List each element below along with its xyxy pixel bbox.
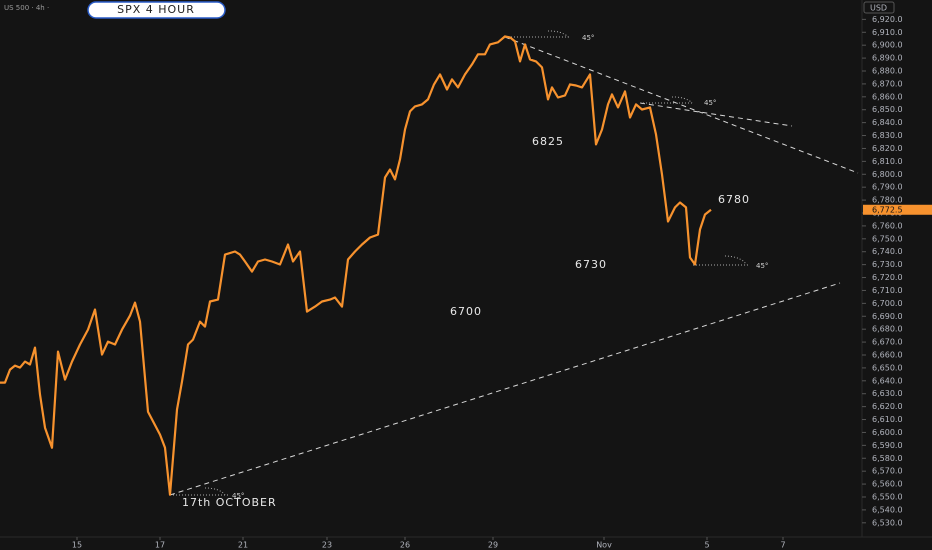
angle-label: 45°: [756, 262, 768, 270]
last-price-label: 6,772.5: [872, 205, 903, 214]
annotation: 6700: [450, 305, 482, 318]
y-tick-label: 6,550.0: [872, 492, 903, 501]
y-tick-label: 6,800.0: [872, 170, 903, 179]
y-tick-label: 6,830.0: [872, 131, 903, 140]
y-tick-label: 6,870.0: [872, 79, 903, 88]
trend-line: [169, 282, 841, 496]
trend-line: [504, 36, 859, 174]
y-tick-label: 6,810.0: [872, 157, 903, 166]
annotation: 17th OCTOBER: [182, 496, 277, 509]
x-tick-label: 15: [72, 541, 82, 550]
y-tick-label: 6,900.0: [872, 41, 903, 50]
x-tick-label: 26: [400, 541, 410, 550]
currency-box: [863, 1, 895, 14]
y-tick-label: 6,560.0: [872, 480, 903, 489]
angle-label: 45°: [582, 34, 594, 42]
y-tick-label: 6,670.0: [872, 338, 903, 347]
y-tick-label: 6,920.0: [872, 15, 903, 24]
y-tick-label: 6,820.0: [872, 144, 903, 153]
y-tick-label: 6,760.0: [872, 221, 903, 230]
y-tick-label: 6,910.0: [872, 28, 903, 37]
title-box: [87, 1, 226, 19]
y-tick-label: 6,610.0: [872, 415, 903, 424]
y-tick-label: 6,590.0: [872, 441, 903, 450]
x-tick-label: 23: [322, 541, 332, 550]
currency-label: USD: [870, 4, 887, 13]
angle-label: 45°: [232, 492, 244, 500]
y-tick-label: 6,740.0: [872, 247, 903, 256]
y-tick-label: 6,620.0: [872, 402, 903, 411]
y-tick-label: 6,860.0: [872, 92, 903, 101]
annotation: 6730: [575, 258, 607, 271]
y-tick-label: 6,720.0: [872, 273, 903, 282]
y-tick-label: 6,780.0: [872, 196, 903, 205]
y-tick-label: 6,640.0: [872, 376, 903, 385]
y-tick-label: 6,600.0: [872, 428, 903, 437]
y-tick-label: 6,750.0: [872, 234, 903, 243]
x-tick-label: 17: [155, 541, 165, 550]
x-tick-label: Nov: [596, 541, 612, 550]
x-tick-label: 29: [488, 541, 498, 550]
symbol-label: US 500 · 4h ·: [4, 4, 49, 12]
y-tick-label: 6,790.0: [872, 183, 903, 192]
x-tick-label: 21: [238, 541, 248, 550]
trend-line: [639, 102, 793, 127]
y-tick-label: 6,540.0: [872, 505, 903, 514]
y-tick-label: 6,690.0: [872, 312, 903, 321]
y-tick-label: 6,660.0: [872, 350, 903, 359]
angle-label: 45°: [704, 99, 716, 107]
annotation: 6780: [718, 193, 750, 206]
last-price-marker: [863, 204, 932, 215]
y-tick-label: 6,700.0: [872, 299, 903, 308]
y-tick-label: 6,570.0: [872, 467, 903, 476]
y-tick-label: 6,850.0: [872, 105, 903, 114]
x-tick-label: 5: [704, 541, 709, 550]
y-tick-label: 6,730.0: [872, 260, 903, 269]
y-tick-label: 6,710.0: [872, 286, 903, 295]
price-line: [0, 35, 712, 496]
angle-arc: [204, 487, 226, 496]
y-tick-label: 6,630.0: [872, 389, 903, 398]
y-tick-label: 6,650.0: [872, 363, 903, 372]
y-tick-label: 6,840.0: [872, 118, 903, 127]
y-tick-label: 6,530.0: [872, 518, 903, 527]
annotation: 6825: [532, 135, 564, 148]
chart-title: SPX 4 HOUR: [117, 3, 195, 16]
y-tick-label: 6,680.0: [872, 325, 903, 334]
plot-area: [0, 30, 859, 496]
x-tick-label: 7: [780, 541, 785, 550]
y-tick-label: 6,580.0: [872, 454, 903, 463]
y-tick-label: 6,880.0: [872, 66, 903, 75]
y-tick-label: 6,890.0: [872, 54, 903, 63]
